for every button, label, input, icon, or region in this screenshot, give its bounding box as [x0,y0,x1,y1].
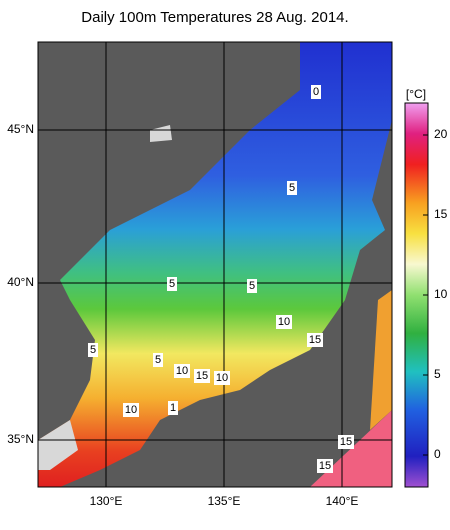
contour-label-box [153,353,163,367]
contour-label-box [317,459,333,473]
contour-label: 5 [155,354,161,366]
contour-label: 5 [90,344,96,356]
contour-label-box [168,401,178,415]
colorbar-tick-label: 20 [434,127,448,141]
colorbar-ticks: 0 5 10 15 20 [423,127,448,461]
contour-label: 10 [278,316,290,328]
contour-label: 5 [289,182,295,194]
contour-label-box [276,315,292,329]
colorbar-tick-label: 5 [434,367,441,381]
map: 0 5 5 5 5 5 10 10 15 10 10 15 15 15 1 [38,42,392,487]
lon-label: 140°E [326,494,359,508]
contour-label-box [338,435,354,449]
contour-label-box [214,371,230,385]
contour-label: 15 [196,370,208,382]
lat-label: 35°N [7,432,34,446]
contour-label: 10 [216,372,228,384]
contour-label: 1 [170,402,176,414]
contour-label-box [88,343,98,357]
lon-label: 130°E [90,494,123,508]
contour-labels: 0 5 5 5 5 5 10 10 15 10 10 15 15 15 1 [88,85,354,473]
contour-label: 10 [176,365,188,377]
sea [38,42,392,487]
contour-label: 15 [309,334,321,346]
contour-label: 15 [340,436,352,448]
no-data [150,125,172,142]
colorbar-unit: [°C] [406,87,426,101]
contour-label-box [311,85,321,99]
lat-label: 45°N [7,122,34,136]
axis-labels: 45°N 40°N 35°N 130°E 135°E 140°E [7,122,358,508]
colorbar-tick-label: 15 [434,207,448,221]
contour-label: 0 [313,86,319,98]
title: Daily 100m Temperatures 28 Aug. 2014. [81,9,348,26]
contour-label: 5 [169,278,175,290]
contour-label-box [307,333,323,347]
colorbar-tick-label: 0 [434,447,441,461]
contour-label-box [247,279,257,293]
contour-label: 10 [125,404,137,416]
contour-label-box [194,369,210,383]
no-data [38,420,78,470]
map-frame [37,41,393,488]
contour-label-box [167,277,177,291]
contour-label: 5 [249,280,255,292]
colorbar-tick-label: 10 [434,287,448,301]
lat-label: 40°N [7,275,34,289]
contour-label-box [287,181,297,195]
graticule [38,42,392,487]
contour-label-box [174,364,190,378]
pacific-east [370,290,392,430]
contour-label-box [123,403,139,417]
lon-label: 135°E [208,494,241,508]
contour-label: 15 [319,460,331,472]
